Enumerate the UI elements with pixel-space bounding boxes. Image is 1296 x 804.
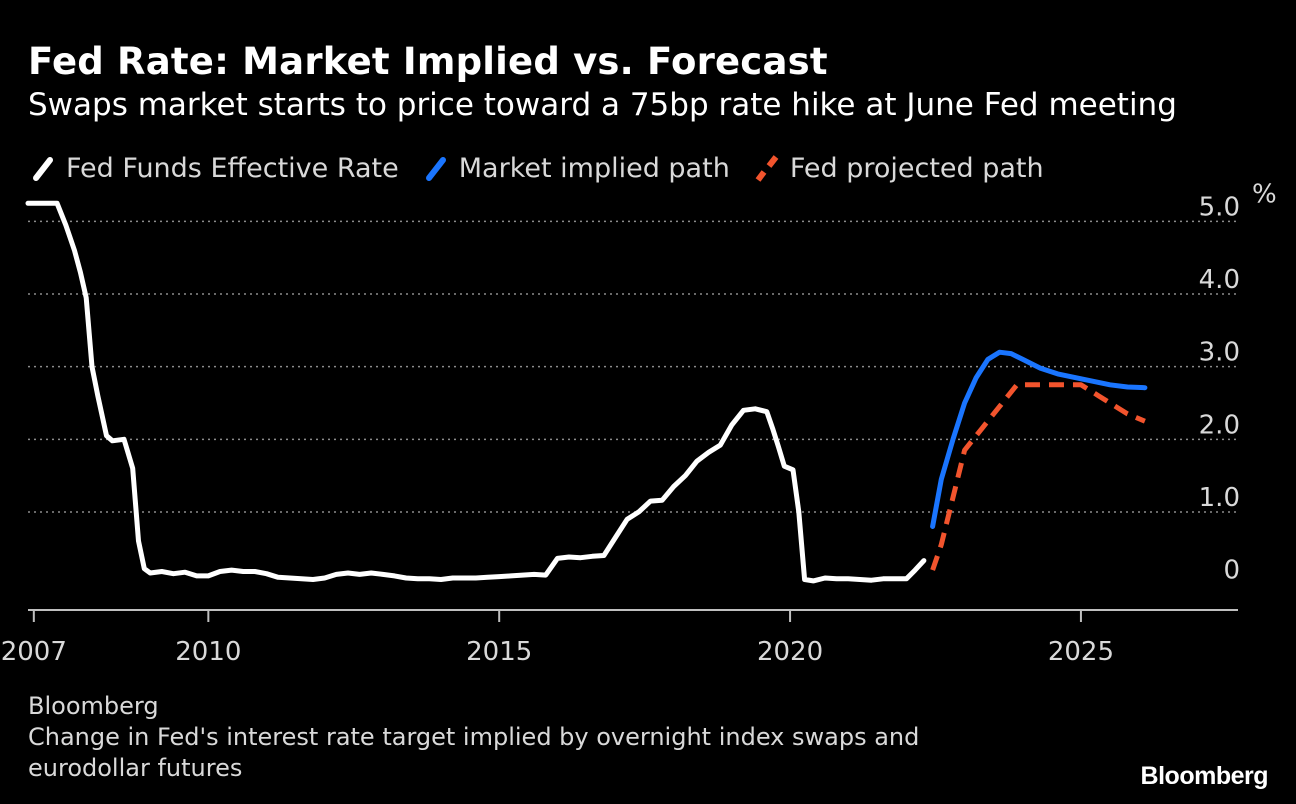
legend-item-fed-projected: Fed projected path <box>752 153 1044 184</box>
y-tick-label-2: 2.0 <box>1199 410 1240 440</box>
chart-title: Fed Rate: Market Implied vs. Forecast <box>28 40 828 83</box>
legend-swatch-fed-projected <box>755 155 779 182</box>
x-tick-label-2: 2015 <box>466 637 532 667</box>
series-line-fed-projected-path <box>930 382 1146 571</box>
legend-item-market-implied: Market implied path <box>421 153 730 184</box>
legend-swatch-fed-funds <box>33 157 53 181</box>
tick-labels: 0 1.0 2.0 3.0 4.0 5.0 % 2007 2010 2015 2020 2025 <box>1 179 1277 667</box>
y-tick-label-3: 3.0 <box>1199 338 1240 368</box>
x-tick-label-3: 2020 <box>757 637 823 667</box>
y-unit-label: % <box>1252 179 1277 209</box>
chart-legend: Fed Funds Effective Rate Market implied … <box>28 150 1066 186</box>
legend-item-fed-funds: Fed Funds Effective Rate <box>28 153 399 184</box>
source-label: Bloomberg <box>28 692 159 720</box>
legend-label-fed-funds: Fed Funds Effective Rate <box>66 152 399 184</box>
bloomberg-logo: Bloomberg <box>1140 762 1269 790</box>
legend-swatch-market-implied <box>425 157 446 181</box>
chart-subtitle: Swaps market starts to price toward a 75… <box>28 87 1177 123</box>
legend-label-fed-projected: Fed projected path <box>789 152 1044 184</box>
series-line-fed-funds-effective-rate <box>25 200 927 584</box>
legend-label-market-implied: Market implied path <box>458 152 730 184</box>
y-tick-label-4: 4.0 <box>1199 265 1240 295</box>
x-tick-label-0: 2007 <box>1 637 67 667</box>
x-tick-label-1: 2010 <box>175 637 241 667</box>
gridlines <box>28 220 1238 513</box>
y-tick-label-0: 0 <box>1223 556 1240 586</box>
y-tick-label-5: 5.0 <box>1199 192 1240 222</box>
x-tick-label-4: 2025 <box>1048 637 1114 667</box>
series-line-market-implied-path <box>930 349 1148 529</box>
footnote: Change in Fed's interest rate target imp… <box>28 723 920 782</box>
y-tick-label-1: 1.0 <box>1199 483 1240 513</box>
axes <box>28 609 1238 622</box>
series <box>25 200 1148 584</box>
